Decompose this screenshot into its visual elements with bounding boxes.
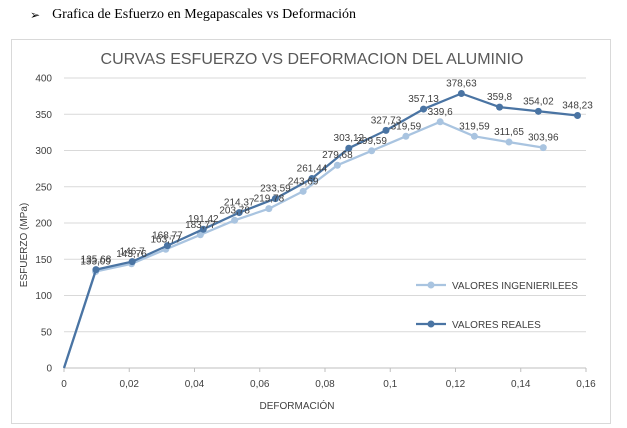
x-tick-label: 0,08 xyxy=(315,379,335,390)
grid-lines xyxy=(64,77,586,333)
data-label: 359,8 xyxy=(487,92,512,103)
data-point xyxy=(92,266,100,274)
x-tick-label: 0,1 xyxy=(383,379,397,390)
x-tick-label: 0,16 xyxy=(576,379,596,390)
y-tick-label: 0 xyxy=(46,364,52,375)
data-label: 303,12 xyxy=(334,133,365,144)
data-label: 303,96 xyxy=(528,133,559,144)
data-label: 143,76 xyxy=(116,249,147,260)
x-tick-label: 0,02 xyxy=(120,379,140,390)
data-point xyxy=(496,103,504,111)
chart-title: CURVAS ESFUERZO VS DEFORMACION DEL ALUMI… xyxy=(101,51,524,68)
y-tick-label: 100 xyxy=(35,291,52,302)
data-label: 203,78 xyxy=(219,205,250,216)
data-point xyxy=(470,132,478,140)
data-point xyxy=(308,174,316,182)
bullet-arrow-icon: ➢ xyxy=(30,7,41,22)
data-point xyxy=(199,225,207,233)
data-point xyxy=(333,161,341,169)
x-tick-label: 0,12 xyxy=(446,379,466,390)
data-label: 183,77 xyxy=(185,220,216,231)
y-tick-labels: 0 50 100 150 200 250 300 350 400 xyxy=(35,74,52,375)
legend-label-reales: VALORES REALES xyxy=(452,320,541,331)
y-tick-label: 300 xyxy=(35,146,52,157)
data-label: 339,6 xyxy=(428,107,453,118)
y-tick-label: 350 xyxy=(35,110,52,121)
data-label: 319,59 xyxy=(459,121,490,132)
data-label: 243,69 xyxy=(288,176,319,187)
data-label: 357,13 xyxy=(408,94,439,105)
data-point xyxy=(196,231,204,239)
data-label: 233,59 xyxy=(260,184,291,195)
data-label: 319,59 xyxy=(391,121,422,132)
series-layer xyxy=(62,89,582,369)
data-label: 146,7 xyxy=(120,247,145,258)
data-point xyxy=(265,205,273,213)
y-tick-label: 200 xyxy=(35,219,52,230)
section-heading-text: Grafica de Esfuerzo en Megapascales vs D… xyxy=(52,7,357,22)
data-label: 354,02 xyxy=(523,96,554,107)
data-point xyxy=(231,216,239,224)
data-label: 168,77 xyxy=(152,231,183,242)
legend-label-ingenieriles: VALORES INGENIERILEES xyxy=(452,281,578,292)
data-point xyxy=(539,144,547,152)
data-label: 378,63 xyxy=(446,78,477,89)
data-label: 348,23 xyxy=(562,101,593,112)
data-point xyxy=(436,118,444,126)
y-tick-label: 250 xyxy=(35,182,52,193)
data-label: 327,73 xyxy=(371,115,402,126)
data-point xyxy=(534,107,542,115)
data-label: 311,65 xyxy=(494,127,524,138)
x-tick-label: 0,06 xyxy=(250,379,270,390)
data-label: 214,37 xyxy=(224,198,255,209)
legend-marker-reales xyxy=(427,320,435,328)
chart-frame: CURVAS ESFUERZO VS DEFORMACION DEL ALUMI… xyxy=(11,39,611,424)
data-point xyxy=(299,187,307,195)
x-tick-label: 0,14 xyxy=(511,379,531,390)
x-tick-labels: 0 0,02 0,04 0,06 0,08 0,1 0,12 0,14 0,16 xyxy=(61,379,596,390)
axes xyxy=(63,367,587,372)
y-axis-title: ESFUERZO (MPa) xyxy=(19,203,30,287)
y-tick-label: 400 xyxy=(35,74,52,85)
data-point xyxy=(368,147,376,155)
data-label: 191,42 xyxy=(188,214,219,225)
legend: VALORES INGENIERILEES VALORES REALES xyxy=(416,281,578,331)
data-label: 299,59 xyxy=(356,136,387,147)
data-point xyxy=(574,112,582,120)
data-point xyxy=(128,258,136,266)
x-axis-title: DEFORMACIÓN xyxy=(260,399,335,412)
data-point xyxy=(457,89,465,97)
data-label: 133,09 xyxy=(80,257,111,268)
x-tick-label: 0,04 xyxy=(185,379,205,390)
data-point xyxy=(420,105,428,113)
data-point xyxy=(345,144,353,152)
y-tick-label: 150 xyxy=(35,255,52,266)
section-heading: ➢ Grafica de Esfuerzo en Megapascales vs… xyxy=(30,7,356,23)
data-label: 261,44 xyxy=(297,163,328,174)
y-tick-label: 50 xyxy=(41,327,53,338)
series-line-0 xyxy=(62,120,544,369)
data-point xyxy=(271,195,279,203)
data-label: 279,68 xyxy=(322,150,353,161)
chart-svg: CURVAS ESFUERZO VS DEFORMACION DEL ALUMI… xyxy=(19,51,596,412)
data-point xyxy=(163,242,171,250)
data-label: 163,77 xyxy=(150,234,181,245)
data-label: 135,68 xyxy=(81,255,112,266)
data-point xyxy=(235,209,243,217)
data-label: 219,78 xyxy=(254,194,285,205)
data-point xyxy=(505,138,513,146)
data-point xyxy=(402,132,410,140)
x-tick-label: 0 xyxy=(61,379,67,390)
data-point xyxy=(382,126,390,134)
legend-marker-ingenieriles xyxy=(427,281,435,289)
